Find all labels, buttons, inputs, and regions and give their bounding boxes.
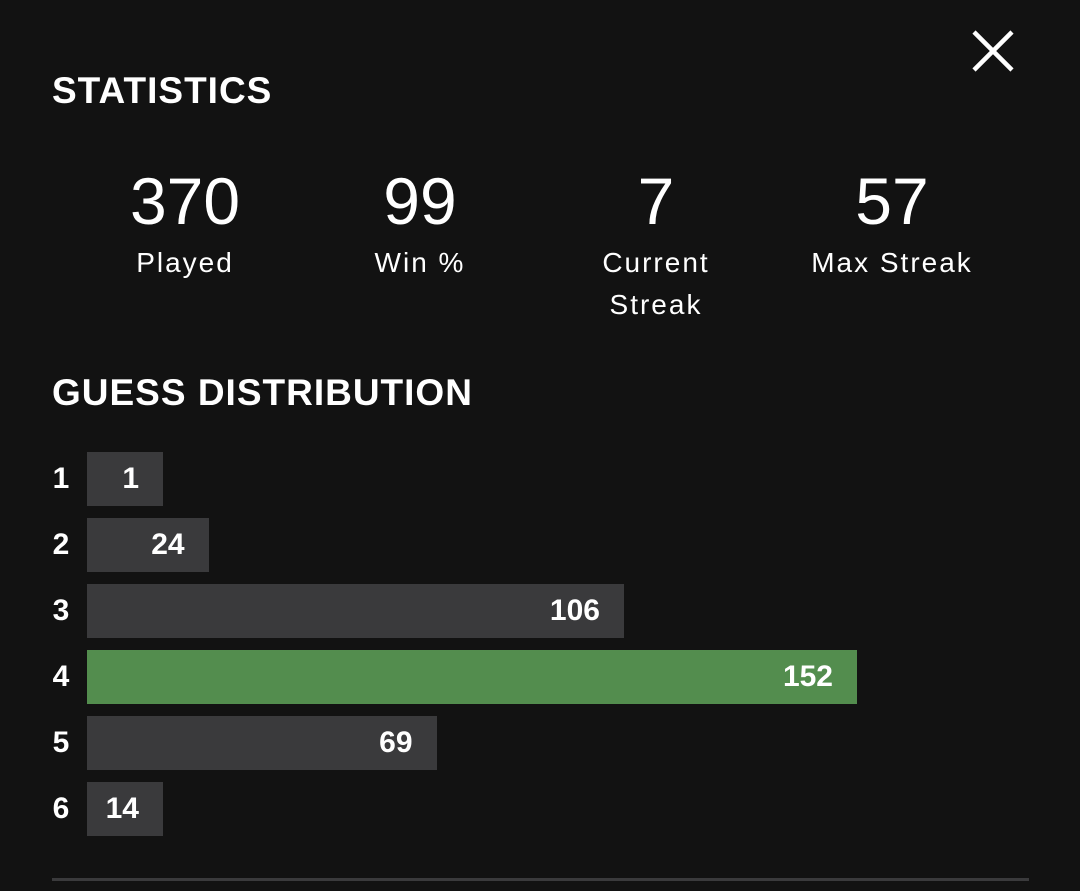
bar-value: 106 xyxy=(549,594,600,627)
bar: 24 xyxy=(87,518,209,572)
bar-value: 69 xyxy=(379,726,413,759)
row-label: 5 xyxy=(52,726,70,759)
stat-value: 7 xyxy=(637,164,675,238)
row-label: 6 xyxy=(52,792,70,825)
bar: 1 xyxy=(87,452,163,506)
stat-label: Win % xyxy=(374,247,466,278)
stat-value: 99 xyxy=(383,164,457,238)
row-label: 3 xyxy=(52,594,70,627)
stat-value: 370 xyxy=(129,164,241,238)
row-label: 4 xyxy=(52,660,70,693)
bar: 69 xyxy=(87,716,437,770)
bar: 14 xyxy=(87,782,163,836)
divider xyxy=(52,878,1029,881)
bar-value: 1 xyxy=(122,462,139,495)
bar-value: 24 xyxy=(151,528,185,561)
close-button[interactable] xyxy=(970,28,1016,74)
stat: 7 Current Streak xyxy=(546,160,766,326)
stat-label: Current Streak xyxy=(602,247,710,320)
stat: 57 Max Streak xyxy=(782,160,1002,284)
bar-value: 152 xyxy=(782,660,833,693)
stat-value: 57 xyxy=(855,164,929,238)
stat: 99 Win % xyxy=(310,160,530,284)
stat-label: Max Streak xyxy=(811,247,973,278)
bar: 152 xyxy=(87,650,857,704)
row-label: 1 xyxy=(52,462,70,495)
stat-label: Played xyxy=(136,247,234,278)
stat: 370 Played xyxy=(75,160,295,284)
distribution-title: GUESS DISTRIBUTION xyxy=(52,372,473,413)
title: STATISTICS xyxy=(52,70,273,111)
row-label: 2 xyxy=(52,528,70,561)
bar-value: 14 xyxy=(105,792,139,825)
bar: 106 xyxy=(87,584,624,638)
